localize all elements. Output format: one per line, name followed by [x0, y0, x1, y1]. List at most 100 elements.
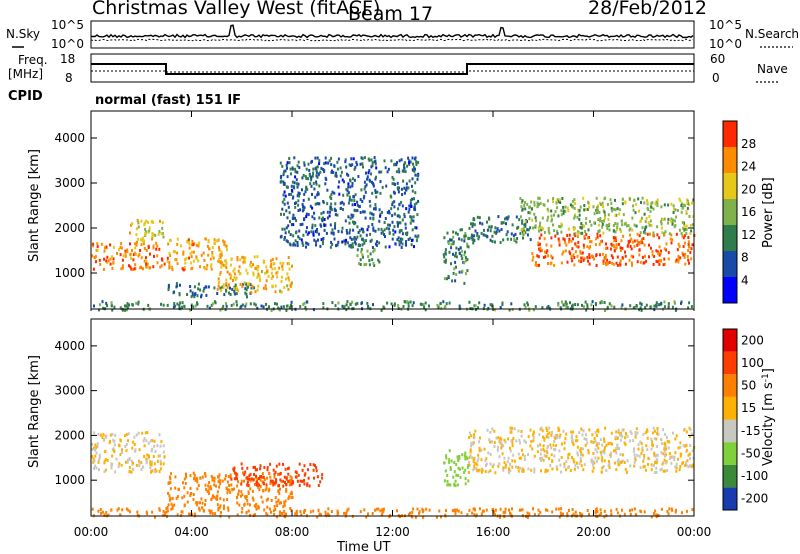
- data-cell: [588, 253, 591, 257]
- data-cell: [674, 510, 677, 514]
- data-cell: [523, 454, 526, 458]
- data-cell: [461, 466, 464, 470]
- data-cell: [147, 244, 150, 248]
- data-cell: [448, 301, 451, 305]
- data-cell: [112, 438, 115, 442]
- data-cell: [479, 221, 481, 225]
- colorbar-segment: [723, 419, 737, 443]
- data-cell: [226, 491, 229, 495]
- data-cell: [351, 203, 354, 207]
- colorbar-tick-label: 28: [741, 137, 756, 151]
- data-cell: [594, 456, 597, 460]
- data-cell: [619, 230, 622, 233]
- data-cell: [594, 508, 597, 512]
- data-cell: [291, 180, 294, 184]
- data-cell: [293, 186, 296, 190]
- data-cell: [343, 180, 345, 184]
- data-cell: [648, 255, 650, 259]
- data-cell: [656, 458, 659, 461]
- nsky-label: N.Sky: [6, 27, 40, 41]
- data-cell: [314, 202, 317, 206]
- data-cell: [568, 237, 571, 241]
- data-cell: [398, 159, 401, 163]
- data-cell: [562, 303, 565, 307]
- data-cell: [408, 179, 411, 183]
- data-cell: [227, 283, 230, 287]
- data-cell: [513, 237, 516, 241]
- data-cell: [288, 267, 291, 271]
- data-cell: [424, 308, 427, 312]
- data-cell: [379, 214, 382, 218]
- data-cell: [460, 228, 463, 232]
- freq-tick-bottom: 8: [65, 71, 73, 85]
- data-cell: [201, 506, 204, 510]
- data-cell: [564, 249, 567, 253]
- data-cell: [656, 432, 659, 436]
- data-cell: [174, 475, 177, 479]
- data-cell: [238, 265, 241, 269]
- data-cell: [579, 251, 582, 255]
- data-cell: [561, 300, 563, 304]
- data-cell: [564, 302, 566, 306]
- data-cell: [663, 300, 666, 304]
- data-cell: [408, 159, 411, 163]
- data-cell: [538, 224, 541, 228]
- data-cell: [488, 225, 491, 229]
- data-cell: [185, 472, 187, 476]
- data-cell: [655, 513, 658, 517]
- data-cell: [615, 430, 618, 434]
- data-cell: [95, 260, 97, 264]
- data-cell: [559, 201, 562, 204]
- data-cell: [206, 489, 209, 493]
- data-cell: [219, 255, 222, 259]
- data-cell: [505, 233, 508, 237]
- noise-panel: N.Sky 10^5 10^0 10^5 10^0 N.Search: [6, 18, 799, 51]
- data-cell: [477, 306, 479, 310]
- data-cell: [521, 227, 524, 231]
- data-cell: [508, 463, 511, 467]
- data-cell: [364, 216, 367, 220]
- data-cell: [572, 237, 574, 241]
- colorbar-tick-label: 8: [741, 251, 749, 265]
- data-cell: [526, 516, 529, 519]
- data-cell: [241, 303, 244, 307]
- data-cell: [244, 304, 247, 308]
- data-cell: [407, 156, 410, 160]
- data-cell: [295, 219, 298, 223]
- data-cell: [345, 165, 348, 169]
- data-cell: [319, 244, 322, 248]
- data-cell: [208, 481, 211, 484]
- data-cell: [348, 244, 351, 248]
- data-cell: [595, 444, 598, 448]
- data-cell: [246, 466, 249, 470]
- data-cell: [550, 214, 553, 218]
- data-cell: [323, 228, 326, 232]
- colorbar-tick-label: 100: [741, 356, 764, 370]
- data-cell: [620, 433, 623, 437]
- data-cell: [150, 470, 153, 474]
- data-cell: [270, 309, 273, 312]
- data-cell: [374, 206, 377, 210]
- data-cell: [603, 446, 606, 449]
- data-cell: [555, 465, 558, 468]
- data-cell: [409, 300, 412, 304]
- data-cell: [166, 256, 169, 260]
- data-cell: [342, 208, 344, 211]
- data-cell: [409, 202, 412, 206]
- data-cell: [207, 484, 210, 488]
- data-cell: [323, 218, 326, 221]
- data-cell: [671, 238, 674, 242]
- y-tick-label: 2000: [54, 428, 85, 442]
- data-cell: [473, 223, 476, 227]
- data-cell: [331, 301, 334, 305]
- data-cell: [309, 182, 312, 186]
- time-tick-label: 04:00: [174, 525, 209, 539]
- data-cell: [443, 255, 446, 259]
- data-cell: [193, 473, 196, 477]
- data-cell: [638, 454, 641, 458]
- data-cell: [290, 492, 293, 496]
- data-cell: [487, 470, 490, 474]
- data-cell: [385, 226, 388, 230]
- data-cell: [125, 507, 128, 511]
- data-cell: [473, 218, 476, 222]
